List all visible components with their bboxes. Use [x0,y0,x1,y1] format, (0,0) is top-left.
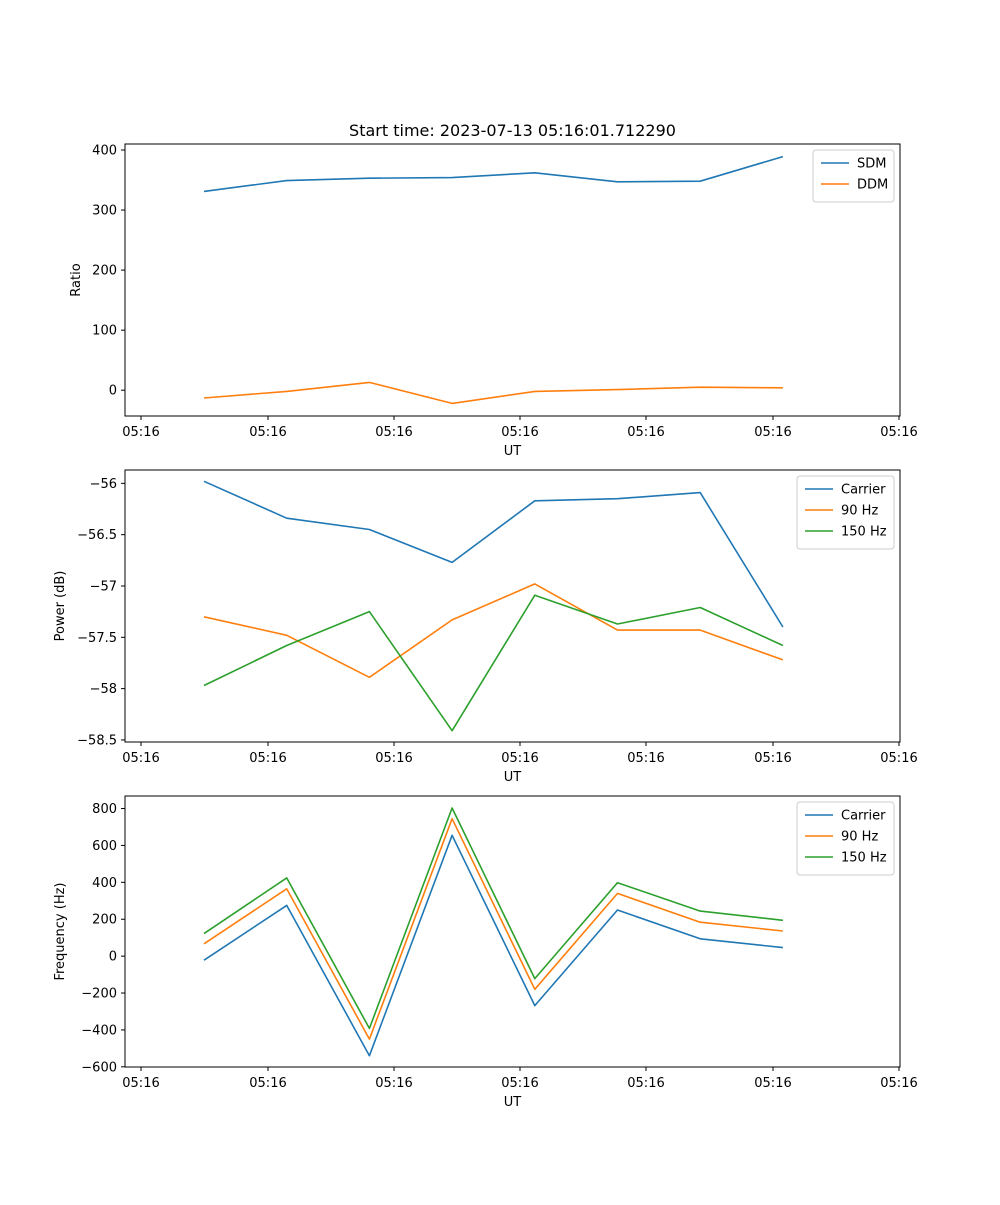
x-axis-label: UT [504,444,522,459]
y-tick-label: 400 [92,144,117,159]
y-tick-label: 200 [92,264,117,279]
axes-frame [124,143,901,417]
y-tick-label: 600 [92,839,117,854]
x-tick-label: 05:16 [122,751,159,766]
subplot-2: −58.5 −58 −57.5 −57 −56.5 −56 05:16 05:16 05:16 0… [53,469,918,785]
legend-label: Carrier [841,483,886,498]
legend-label: 150 Hz [841,851,887,866]
x-tick-label: 05:16 [880,751,917,766]
y-tick-label: 200 [92,913,117,928]
y-axis-label: Frequency (Hz) [53,882,68,980]
legend-label: Carrier [841,809,886,824]
series-line-150-hz [203,807,783,1030]
series-line-carrier [203,480,784,628]
x-tick-label: 05:16 [375,425,412,440]
y-tick-label: 0 [109,384,117,399]
axes-frame [124,795,901,1068]
legend: Carrier 90 Hz 150 Hz [796,801,895,876]
y-tick-label: 0 [109,950,117,965]
x-tick-label: 05:16 [122,425,159,440]
legend-label: 90 Hz [841,504,878,519]
y-tick-label: −56 [90,477,117,492]
y-tick-label: −58.5 [77,733,117,748]
y-tick-label: −600 [81,1060,117,1075]
y-tick-label: 100 [92,324,117,339]
legend-label: SDM [857,157,886,172]
legend-label: 150 Hz [841,525,887,540]
y-tick-label: −56.5 [77,528,117,543]
x-axis-label: UT [504,1095,522,1110]
x-tick-label: 05:16 [122,1076,159,1091]
subplot-3: −600 −400 −200 0 200 400 600 800 05:16 05:16 05:16… [53,795,918,1110]
x-tick-label: 05:16 [627,425,664,440]
x-tick-label: 05:16 [249,751,286,766]
x-tick-label: 05:16 [249,1076,286,1091]
legend: Carrier 90 Hz 150 Hz [796,475,895,550]
y-tick-label: −57 [90,579,117,594]
x-tick-label: 05:16 [754,751,791,766]
y-axis-label: Power (dB) [53,571,68,642]
x-tick-label: 05:16 [627,1076,664,1091]
x-tick-label: 05:16 [754,425,791,440]
y-tick-label: −200 [81,987,117,1002]
legend-label: DDM [857,178,888,193]
figure-title: Start time: 2023-07-13 05:16:01.712290 [349,121,676,140]
x-tick-label: 05:16 [375,751,412,766]
x-tick-label: 05:16 [249,425,286,440]
y-tick-label: 300 [92,204,117,219]
legend: SDM DDM [812,149,895,203]
series-line-90-hz [203,583,784,679]
series-line-150-hz [203,594,784,732]
series-line-carrier [203,834,783,1057]
x-tick-label: 05:16 [627,751,664,766]
x-tick-label: 05:16 [880,1076,917,1091]
y-tick-label: −57.5 [77,631,117,646]
y-tick-label: −58 [90,682,117,697]
x-tick-label: 05:16 [501,425,538,440]
y-tick-label: −400 [81,1023,117,1038]
series-line-90-hz [203,817,783,1040]
x-tick-label: 05:16 [880,425,917,440]
x-tick-label: 05:16 [501,751,538,766]
x-tick-label: 05:16 [375,1076,412,1091]
axes-frame [124,469,901,743]
y-tick-label: 800 [92,802,117,817]
series-line-ddm [203,381,783,405]
x-tick-label: 05:16 [501,1076,538,1091]
y-axis-label: Ratio [69,263,84,296]
x-tick-label: 05:16 [754,1076,791,1091]
x-axis-label: UT [504,770,522,785]
series-line-sdm [203,155,784,193]
y-tick-label: 400 [92,876,117,891]
legend-label: 90 Hz [841,830,878,845]
subplot-1: 0 100 200 300 400 05:16 05:16 05:16 05:16 05:16 05… [69,143,918,459]
